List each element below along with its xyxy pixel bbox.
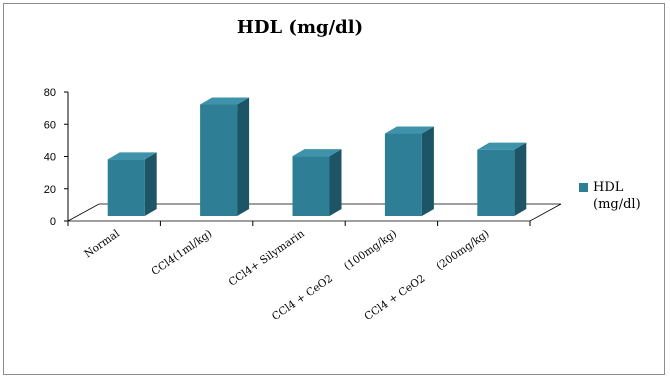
y-tick-label: 80 <box>44 87 56 99</box>
bar <box>477 142 527 216</box>
bar-side-face <box>329 149 342 216</box>
bar-side-face <box>144 152 157 216</box>
bar-top-face <box>384 126 434 134</box>
x-category-label: Normal <box>82 227 122 260</box>
y-tick-label: 60 <box>44 119 56 131</box>
bar <box>200 97 250 216</box>
x-category-label: CCl4(1ml/kg) <box>149 228 214 279</box>
x-category-label: CCl4+ Silymarin <box>227 227 307 288</box>
legend-swatch <box>579 183 588 192</box>
y-tick-label: 20 <box>44 184 56 196</box>
bar-front-face <box>107 159 145 216</box>
bar <box>107 152 157 216</box>
bar-front-face <box>384 133 422 216</box>
bar-top-face <box>107 152 157 160</box>
chart-bars <box>107 97 527 216</box>
bar-side-face <box>421 126 434 216</box>
bar-front-face <box>477 149 515 216</box>
bar-top-face <box>477 142 527 150</box>
bar-top-face <box>292 149 342 157</box>
bar-front-face <box>200 104 238 216</box>
y-tick-label: 0 <box>50 216 56 228</box>
bar <box>292 149 342 216</box>
y-tick-label: 40 <box>44 152 56 164</box>
legend-label: HDL (mg/dl) <box>593 180 641 212</box>
bar-side-face <box>514 142 527 216</box>
bar-top-face <box>200 97 250 105</box>
bar-side-face <box>237 97 250 216</box>
bar-front-face <box>292 156 330 216</box>
chart-title: HDL (mg/dl) <box>236 17 364 38</box>
bar <box>384 126 434 216</box>
chart-floor <box>67 203 562 222</box>
chart-axes: 0 20 40 60 80 <box>44 87 562 228</box>
